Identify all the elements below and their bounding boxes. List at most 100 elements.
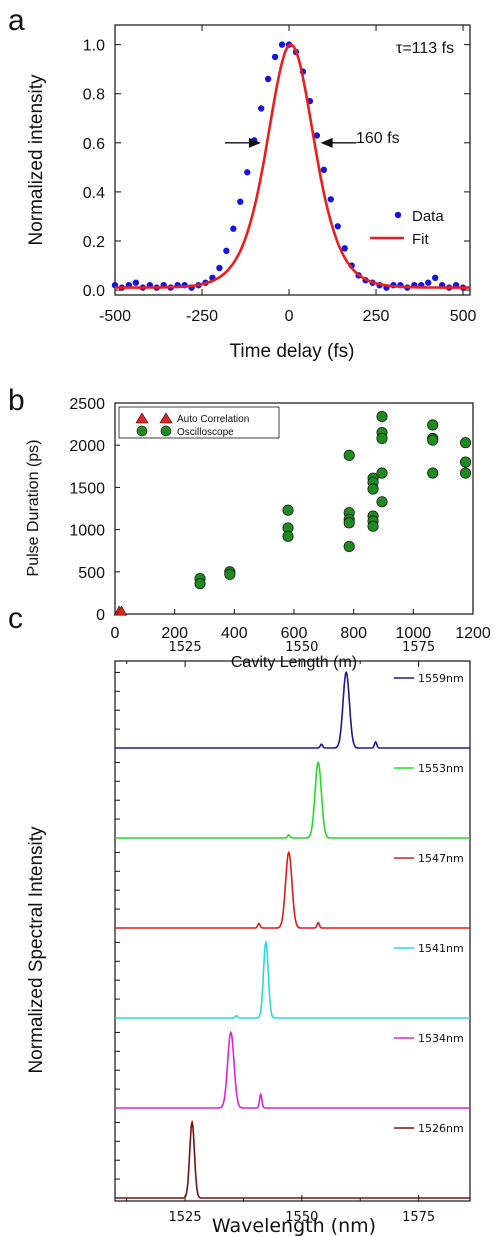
panel-a-ytick-label: 0.8: [83, 87, 105, 104]
panel-a-legend: Data Fit: [370, 208, 444, 248]
oscilloscope-point: [459, 456, 472, 468]
oscilloscope-point: [376, 467, 388, 479]
panel-c-chart: 1525 1525 1550 1550 1575 1575 1559nm 1553nm 154…: [26, 640, 471, 1236]
data-point: [278, 41, 286, 48]
panel-a-ytick-label: 1.0: [83, 38, 105, 55]
fwhm-arrow-right-head: [320, 137, 333, 148]
spectrum-trace-1559nm: [115, 670, 470, 749]
panel-c-xtick-label: 1550: [285, 1210, 318, 1225]
data-point: [327, 196, 334, 203]
legend-label-osc: Oscilloscope: [177, 427, 234, 438]
panel-b-xtick-label: 0: [111, 625, 120, 642]
fit-curve: [115, 43, 470, 289]
spectrum-trace-1541nm: [115, 939, 470, 1019]
legend-label-1526nm: 1526nm: [418, 1122, 464, 1135]
panel-c-xtick-label: 1575: [402, 1210, 435, 1225]
spectrum-trace-1553nm: [115, 760, 470, 839]
data-point: [320, 166, 328, 174]
fwhm-annotation: 160 fs: [356, 130, 400, 147]
panel-label-a: a: [8, 4, 25, 37]
panel-b-xtick-label: 800: [340, 625, 367, 642]
oscilloscope-point: [343, 540, 355, 553]
panel-c-frame: [114, 660, 471, 1202]
legend-label-1559nm: 1559nm: [418, 672, 464, 685]
spectrum-trace-1534nm: [115, 1030, 470, 1109]
legend-label-1534nm: 1534nm: [418, 1032, 464, 1045]
oscilloscope-point: [343, 517, 355, 529]
data-point: [132, 279, 140, 286]
panel-a-chart: -500 -250 0 250 500 0.0 0.2 0.4 0.6 0.8 1.0 τ=113 …: [26, 24, 477, 362]
panel-a-ytick-label: 0.0: [83, 283, 105, 300]
panel-a-frame: [114, 24, 471, 296]
oscilloscope-point: [194, 578, 206, 590]
oscilloscope-point: [376, 410, 388, 423]
tau-annotation: τ=113 fs: [396, 40, 454, 57]
panel-c-xtick-label-top: 1575: [402, 640, 435, 655]
panel-a-ylabel: Normalized intensity: [26, 74, 47, 246]
oscilloscope-point: [459, 467, 472, 479]
data-point: [244, 169, 251, 176]
oscilloscope-point: [367, 483, 379, 495]
data-point: [334, 223, 341, 230]
fwhm-arrow-left-head: [248, 137, 261, 148]
panel-b-xtick-label: 200: [161, 625, 188, 642]
panel-a-ytick-label: 0.2: [83, 234, 105, 251]
panel-b-ylabel: Pulse Duration (ps): [25, 440, 42, 577]
data-point: [216, 264, 223, 272]
legend-label-data: Data: [412, 208, 444, 225]
panel-label-c: c: [8, 602, 23, 635]
legend-label-1541nm: 1541nm: [418, 942, 464, 955]
panel-b-ytick-label: 0: [96, 607, 105, 624]
oscilloscope-point: [376, 432, 388, 444]
data-point: [425, 279, 432, 286]
data-point: [237, 198, 244, 205]
panel-c-xtick-label-top: 1525: [169, 640, 202, 655]
data-point: [341, 245, 348, 252]
panel-b-ytick-label: 500: [78, 565, 105, 582]
oscilloscope-point: [282, 504, 294, 516]
panel-b-chart: 0 200 400 600 800 1000 1200 0 500 1000 1500 2000 250…: [25, 396, 491, 671]
panel-b-ytick-label: 1000: [69, 523, 105, 540]
panel-b-xtick-label: 600: [281, 625, 308, 642]
oscilloscope-point: [282, 530, 294, 542]
legend-label-1547nm: 1547nm: [418, 852, 464, 865]
oscilloscope-point: [427, 419, 439, 431]
panel-b-legend: Auto Correlation Oscilloscope: [118, 406, 280, 439]
data-point: [431, 274, 439, 282]
panel-b-xtick-label: 1000: [396, 625, 432, 642]
fwhm-arrows: [224, 137, 357, 148]
spectrum-trace-1526nm: [115, 1119, 470, 1199]
panel-a-ytick-label: 0.4: [83, 185, 105, 202]
legend-marker-autocorr-1: [135, 412, 149, 424]
oscilloscope-point: [376, 496, 388, 508]
panel-b-xtick-label: 400: [221, 625, 248, 642]
panel-c-xtick-label-top: 1550: [285, 640, 318, 655]
oscilloscope-point: [367, 520, 379, 532]
panel-c-ylabel: Normalized Spectral Intensity: [26, 826, 47, 1074]
data-point: [223, 247, 230, 255]
panel-a-xtick-label: 500: [450, 308, 477, 325]
data-point: [257, 105, 265, 112]
panel-a-xtick-label: -500: [99, 308, 131, 325]
legend-marker-osc-1: [136, 425, 148, 437]
legend-marker-osc-2: [160, 425, 172, 437]
oscilloscope-point: [427, 434, 439, 446]
oscilloscope-point: [459, 437, 472, 449]
panel-a-ytick-label: 0.6: [83, 136, 105, 153]
panel-b-ytick-label: 2000: [69, 438, 105, 455]
legend-label-1553nm: 1553nm: [418, 762, 464, 775]
legend-label-autocorr: Auto Correlation: [177, 414, 249, 425]
data-point: [264, 75, 272, 83]
panel-c-xtick-label: 1525: [169, 1210, 202, 1225]
autocorrelation-point: [116, 605, 128, 616]
oscilloscope-point: [427, 467, 439, 479]
legend-marker-autocorr-2: [159, 412, 173, 424]
data-point: [313, 132, 321, 139]
oscilloscope-point: [343, 449, 355, 461]
data-point: [230, 225, 237, 232]
legend-marker-data: [394, 211, 402, 219]
legend-label-fit: Fit: [412, 231, 429, 248]
panel-a-xtick-label: 250: [363, 308, 390, 325]
panel-c-xlabel: Wavelength (nm): [212, 1215, 376, 1236]
